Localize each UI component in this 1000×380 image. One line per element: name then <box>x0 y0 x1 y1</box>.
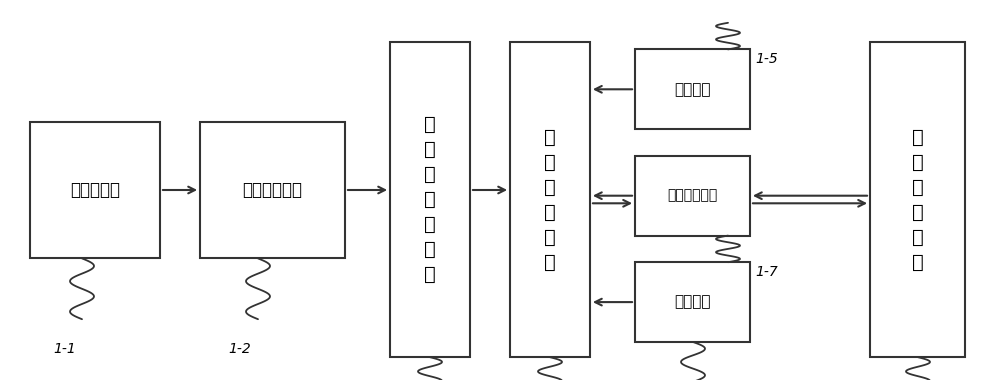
Text: 远
程
监
控
中
心: 远 程 监 控 中 心 <box>912 128 923 271</box>
Text: 1-1: 1-1 <box>54 342 76 356</box>
Text: 信号调理电路: 信号调理电路 <box>242 181 302 199</box>
Bar <box>635 156 750 236</box>
Bar <box>30 122 160 258</box>
Text: 电容传感器: 电容传感器 <box>70 181 120 199</box>
Text: 显示单元: 显示单元 <box>674 82 711 97</box>
Text: 1-5: 1-5 <box>755 52 778 66</box>
Bar <box>635 49 750 129</box>
Bar <box>200 122 345 258</box>
Text: 微
处
理
器
电
路: 微 处 理 器 电 路 <box>544 128 556 271</box>
Text: 1-7: 1-7 <box>755 265 778 279</box>
Bar <box>635 262 750 342</box>
Bar <box>510 42 590 357</box>
Bar <box>870 42 965 357</box>
Text: 1-2: 1-2 <box>229 342 251 356</box>
Text: 按键电路: 按键电路 <box>674 294 711 310</box>
Bar <box>390 42 470 357</box>
Text: 无线通信模块: 无线通信模块 <box>667 189 718 203</box>
Text: 信
号
处
理
器
电
路: 信 号 处 理 器 电 路 <box>424 115 436 284</box>
